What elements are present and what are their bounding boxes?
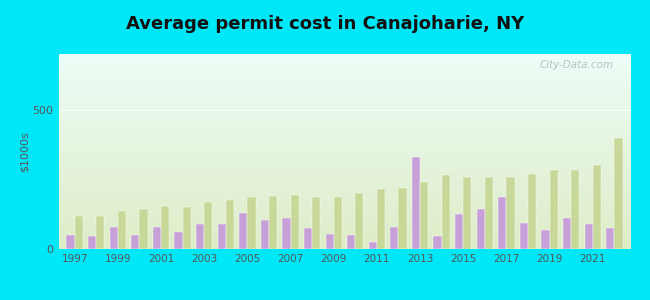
- Bar: [356, 193, 363, 249]
- Bar: [463, 177, 471, 249]
- Bar: [584, 224, 593, 249]
- Bar: [131, 235, 140, 249]
- Bar: [140, 208, 148, 249]
- Bar: [549, 169, 558, 249]
- Bar: [282, 218, 291, 249]
- Y-axis label: $1000s: $1000s: [20, 131, 30, 172]
- Bar: [88, 236, 96, 249]
- Bar: [528, 174, 536, 249]
- Bar: [441, 175, 450, 249]
- Bar: [204, 202, 213, 249]
- Bar: [183, 207, 191, 249]
- Bar: [226, 200, 234, 249]
- Text: Average permit cost in Canajoharie, NY: Average permit cost in Canajoharie, NY: [126, 15, 524, 33]
- Bar: [506, 177, 515, 249]
- Bar: [239, 213, 248, 249]
- Bar: [304, 228, 312, 249]
- Bar: [248, 197, 255, 249]
- Bar: [75, 216, 83, 249]
- Bar: [420, 182, 428, 249]
- Bar: [291, 195, 299, 249]
- Bar: [377, 189, 385, 249]
- Bar: [398, 188, 407, 249]
- Bar: [571, 169, 579, 249]
- Bar: [593, 165, 601, 249]
- Bar: [326, 234, 333, 249]
- Bar: [476, 208, 485, 249]
- Bar: [347, 235, 356, 249]
- Bar: [66, 235, 75, 249]
- Bar: [261, 220, 269, 249]
- Bar: [153, 227, 161, 249]
- Bar: [485, 177, 493, 249]
- Bar: [174, 232, 183, 249]
- Bar: [269, 196, 277, 249]
- Bar: [563, 218, 571, 249]
- Bar: [196, 224, 204, 249]
- Bar: [434, 236, 441, 249]
- Bar: [614, 138, 623, 249]
- Bar: [369, 242, 377, 249]
- Bar: [312, 197, 320, 249]
- Bar: [412, 157, 420, 249]
- Bar: [520, 223, 528, 249]
- Bar: [541, 230, 549, 249]
- Bar: [118, 212, 126, 249]
- Bar: [390, 227, 398, 249]
- Bar: [498, 197, 506, 249]
- Bar: [218, 224, 226, 249]
- Legend: Canajoharie village, New York average: Canajoharie village, New York average: [201, 298, 488, 300]
- Bar: [110, 227, 118, 249]
- Bar: [333, 197, 342, 249]
- Bar: [96, 216, 105, 249]
- Bar: [161, 206, 169, 249]
- Text: City-Data.com: City-Data.com: [540, 60, 614, 70]
- Bar: [606, 228, 614, 249]
- Bar: [455, 214, 463, 249]
